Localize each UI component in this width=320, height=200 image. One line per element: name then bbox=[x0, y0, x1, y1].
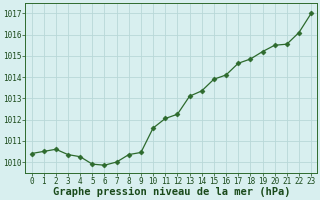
X-axis label: Graphe pression niveau de la mer (hPa): Graphe pression niveau de la mer (hPa) bbox=[52, 187, 290, 197]
